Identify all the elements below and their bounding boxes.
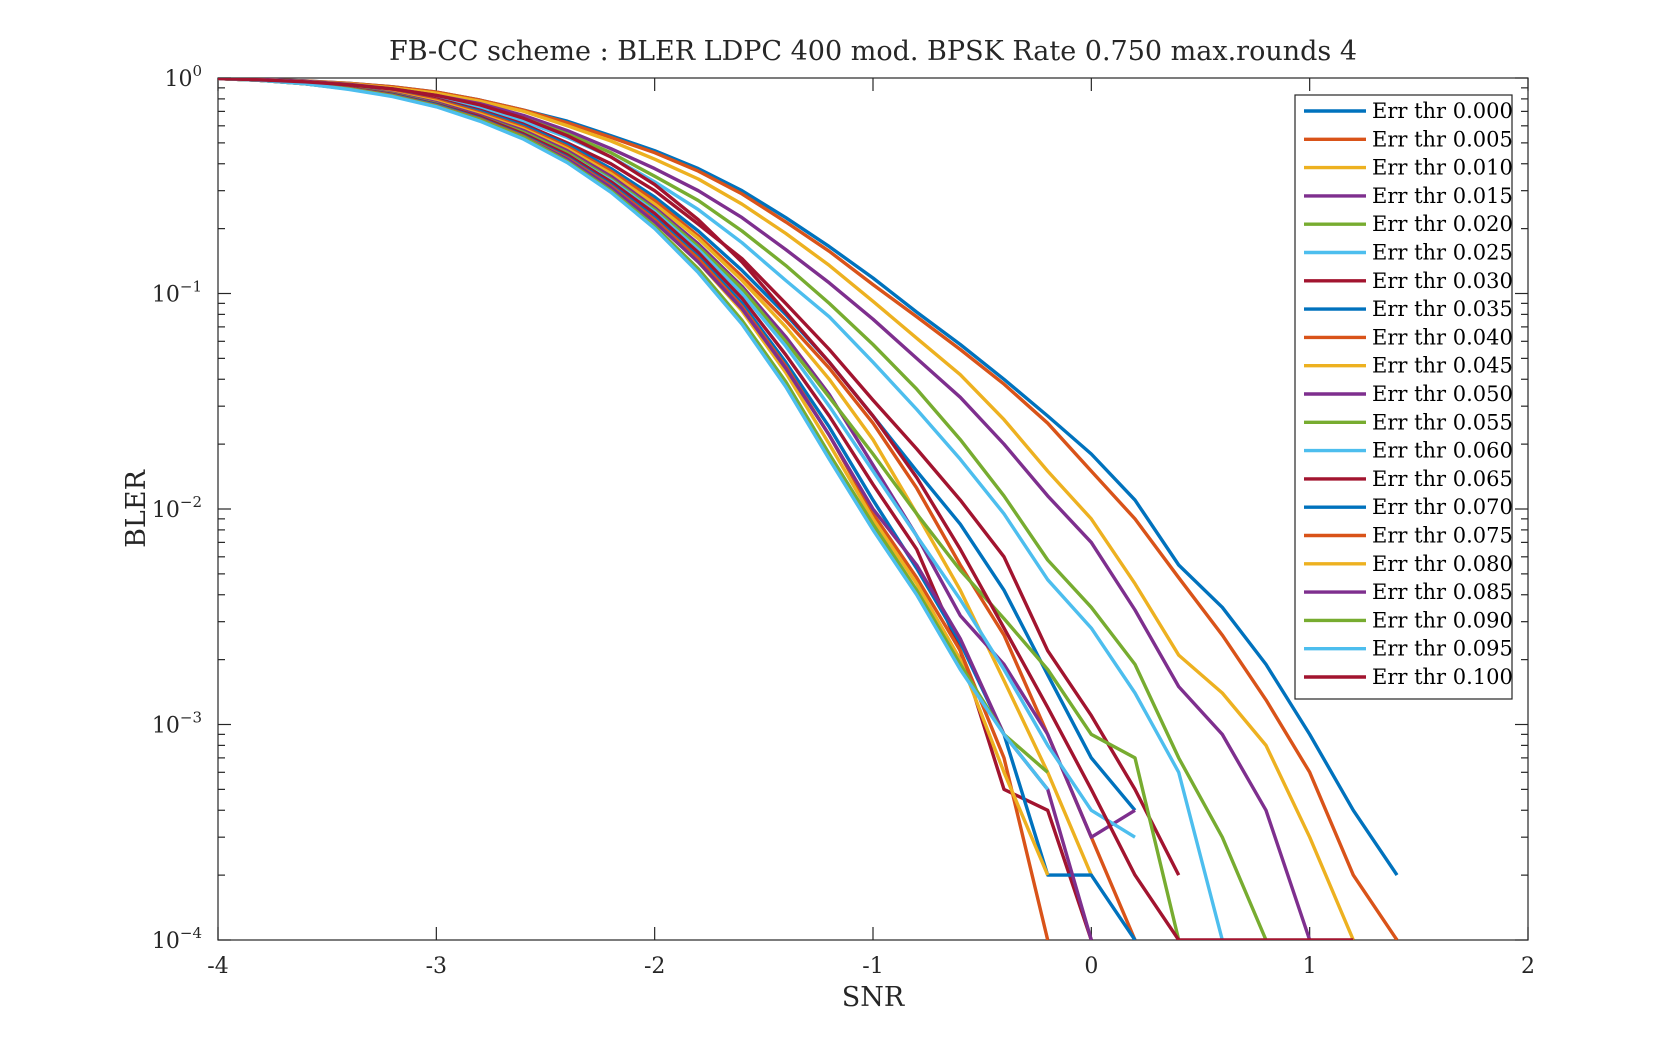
legend-label: Err thr 0.080 bbox=[1372, 552, 1513, 576]
legend-label: Err thr 0.000 bbox=[1372, 99, 1513, 123]
legend-label: Err thr 0.025 bbox=[1372, 241, 1513, 265]
legend-label: Err thr 0.060 bbox=[1372, 439, 1513, 463]
legend-label: Err thr 0.055 bbox=[1372, 410, 1513, 434]
legend-label: Err thr 0.015 bbox=[1372, 184, 1513, 208]
y-axis-tick-labels: 10−4 10−3 10−2 10−1 100 bbox=[152, 62, 202, 954]
x-tick-label: -3 bbox=[426, 954, 447, 979]
legend-label: Err thr 0.090 bbox=[1372, 608, 1513, 632]
x-axis-label: SNR bbox=[842, 982, 905, 1013]
x-axis-tick-labels: -4 -3 -2 -1 0 1 2 bbox=[207, 954, 1535, 979]
legend-label: Err thr 0.050 bbox=[1372, 382, 1513, 406]
x-tick-label: 0 bbox=[1084, 954, 1098, 979]
legend-label: Err thr 0.010 bbox=[1372, 156, 1513, 180]
legend-label: Err thr 0.040 bbox=[1372, 325, 1513, 349]
x-tick-label: 2 bbox=[1521, 954, 1535, 979]
series-line-19 bbox=[218, 78, 1050, 791]
chart-title: FB-CC scheme : BLER LDPC 400 mod. BPSK R… bbox=[389, 36, 1357, 67]
series-line-20 bbox=[218, 78, 1354, 940]
legend-label: Err thr 0.030 bbox=[1372, 269, 1513, 293]
x-tick-label: -2 bbox=[644, 954, 665, 979]
series-lines bbox=[218, 78, 1399, 940]
y-tick-label: 100 bbox=[164, 62, 202, 92]
legend-label: Err thr 0.070 bbox=[1372, 495, 1513, 519]
y-axis-label: BLER bbox=[121, 469, 152, 547]
legend-label: Err thr 0.065 bbox=[1372, 467, 1513, 491]
legend-label: Err thr 0.045 bbox=[1372, 354, 1513, 378]
x-tick-label: -4 bbox=[207, 954, 228, 979]
legend-label: Err thr 0.020 bbox=[1372, 212, 1513, 236]
y-tick-label: 10−1 bbox=[152, 278, 202, 308]
legend-label: Err thr 0.075 bbox=[1372, 524, 1513, 548]
legend-label: Err thr 0.005 bbox=[1372, 127, 1513, 151]
legend: Err thr 0.000 Err thr 0.005 Err thr 0.010 E… bbox=[1294, 94, 1513, 700]
x-tick-label: 1 bbox=[1303, 954, 1317, 979]
legend-label: Err thr 0.035 bbox=[1372, 297, 1513, 321]
legend-label: Err thr 0.085 bbox=[1372, 580, 1513, 604]
x-tick-label: -1 bbox=[862, 954, 883, 979]
legend-label: Err thr 0.100 bbox=[1372, 665, 1513, 689]
y-tick-label: 10−2 bbox=[152, 493, 202, 523]
y-tick-label: 10−4 bbox=[152, 924, 202, 954]
legend-label: Err thr 0.095 bbox=[1372, 637, 1513, 661]
y-tick-label: 10−3 bbox=[152, 709, 202, 739]
